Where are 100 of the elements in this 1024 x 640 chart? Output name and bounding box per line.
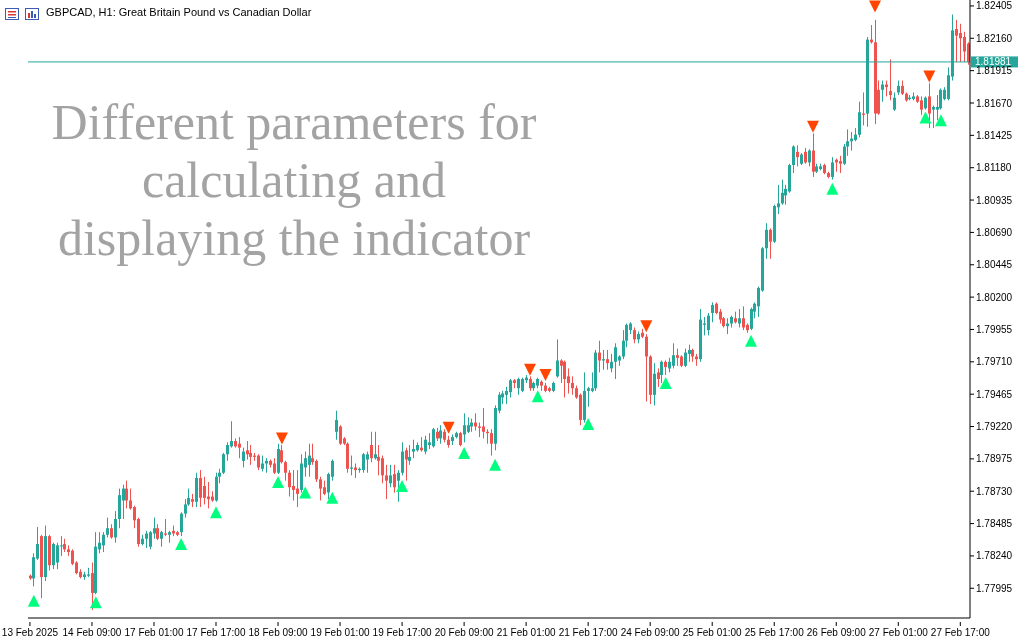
y-tick-label: 1.80935 bbox=[976, 194, 1013, 206]
point bbox=[272, 475, 285, 488]
candlestick bbox=[711, 301, 714, 323]
candlestick bbox=[226, 441, 229, 462]
candlestick bbox=[858, 101, 861, 138]
point bbox=[807, 120, 819, 133]
point bbox=[299, 486, 312, 499]
candlestick bbox=[238, 436, 241, 459]
candlestick bbox=[571, 375, 574, 396]
candlestick bbox=[284, 460, 287, 482]
candlestick bbox=[831, 156, 834, 181]
candlestick bbox=[672, 342, 675, 369]
candlestick bbox=[482, 407, 485, 439]
point bbox=[826, 182, 839, 195]
candlestick bbox=[556, 338, 559, 379]
point bbox=[275, 432, 288, 445]
x-tick-label: 20 Feb 09:00 bbox=[434, 627, 495, 638]
candlestick bbox=[114, 510, 117, 544]
candlestick bbox=[389, 464, 392, 488]
y-tick-label: 1.80200 bbox=[976, 291, 1013, 303]
candlestick bbox=[315, 459, 318, 483]
y-tick-label: 1.78730 bbox=[976, 485, 1013, 497]
y-tick-label: 1.82160 bbox=[976, 32, 1013, 44]
candlestick bbox=[509, 378, 512, 398]
candlestick bbox=[91, 562, 94, 611]
candlestick bbox=[963, 31, 966, 63]
x-tick-label: 21 Feb 17:00 bbox=[558, 627, 619, 638]
point bbox=[396, 479, 409, 492]
candlestick bbox=[52, 542, 55, 570]
candlestick bbox=[889, 58, 892, 101]
x-tick-label: 18 Feb 09:00 bbox=[248, 627, 308, 638]
point bbox=[640, 320, 653, 333]
x-tick-label: 17 Feb 01:00 bbox=[124, 627, 184, 638]
candlestick bbox=[606, 349, 609, 371]
x-tick-label: 24 Feb 09:00 bbox=[620, 627, 681, 638]
point bbox=[659, 376, 672, 389]
candlestick bbox=[598, 340, 601, 373]
x-tick-label: 27 Feb 17:00 bbox=[930, 627, 991, 638]
candlestick bbox=[362, 452, 365, 474]
y-tick-label: 1.78485 bbox=[976, 518, 1013, 530]
candlestick bbox=[653, 362, 656, 406]
candlestick bbox=[490, 428, 493, 457]
candlestick bbox=[350, 455, 353, 476]
candlestick bbox=[614, 342, 617, 380]
candlestick bbox=[56, 542, 59, 570]
x-tick-label: 19 Feb 01:00 bbox=[310, 627, 370, 638]
candlestick bbox=[292, 469, 295, 501]
candlestick bbox=[432, 427, 435, 449]
candlestick bbox=[339, 424, 342, 446]
point bbox=[524, 363, 537, 376]
candlestick bbox=[242, 447, 245, 468]
x-tick-label: 26 Feb 09:00 bbox=[806, 627, 867, 638]
candlestick bbox=[280, 444, 283, 464]
y-tick-label: 1.77995 bbox=[976, 582, 1013, 594]
point bbox=[934, 114, 947, 127]
candlestick bbox=[563, 360, 566, 398]
candlestick bbox=[102, 531, 105, 553]
point bbox=[539, 369, 552, 382]
candlestick bbox=[203, 476, 206, 505]
y-tick-label: 1.78240 bbox=[976, 550, 1013, 562]
point bbox=[175, 538, 188, 551]
candlestick bbox=[707, 312, 710, 336]
candlestick bbox=[765, 222, 768, 260]
candlestick bbox=[180, 511, 183, 537]
candlestick bbox=[401, 441, 404, 476]
candlestick bbox=[405, 447, 408, 482]
candlestick bbox=[660, 360, 663, 384]
ref-line-label: 1.81981 bbox=[975, 56, 1012, 68]
candlestick bbox=[645, 333, 648, 402]
x-tick-label: 27 Feb 01:00 bbox=[868, 627, 929, 638]
candlestick bbox=[602, 349, 605, 371]
candlestick bbox=[781, 179, 784, 206]
point bbox=[923, 70, 936, 83]
candlestick bbox=[335, 410, 338, 441]
candlestick bbox=[118, 488, 121, 529]
candlestick bbox=[296, 469, 299, 508]
y-tick-label: 1.79220 bbox=[976, 421, 1013, 433]
candlestick bbox=[397, 469, 400, 503]
x-tick-label: 17 Feb 17:00 bbox=[186, 627, 246, 638]
text: GBPCAD, H1: Great Britain Pound vs Canadian Dollar bbox=[46, 6, 312, 18]
candlestick bbox=[222, 452, 225, 475]
point bbox=[744, 334, 757, 347]
candlestick bbox=[684, 348, 687, 368]
candlestick bbox=[769, 227, 772, 260]
x-tick-label: 25 Feb 01:00 bbox=[682, 627, 743, 638]
candlestick bbox=[366, 451, 369, 474]
candlestick bbox=[932, 105, 935, 129]
point bbox=[489, 458, 502, 471]
candlestick bbox=[370, 431, 373, 463]
candlestick bbox=[587, 386, 590, 408]
point bbox=[869, 0, 882, 13]
candlestick bbox=[412, 439, 415, 459]
candlestick bbox=[424, 435, 427, 455]
point bbox=[919, 111, 932, 124]
candlestick bbox=[881, 80, 884, 103]
candlestick bbox=[125, 480, 128, 509]
candlestick bbox=[122, 484, 125, 520]
y-tick-label: 1.79955 bbox=[976, 324, 1013, 336]
y-tick-label: 1.81425 bbox=[976, 129, 1013, 141]
candlestick bbox=[381, 455, 384, 484]
